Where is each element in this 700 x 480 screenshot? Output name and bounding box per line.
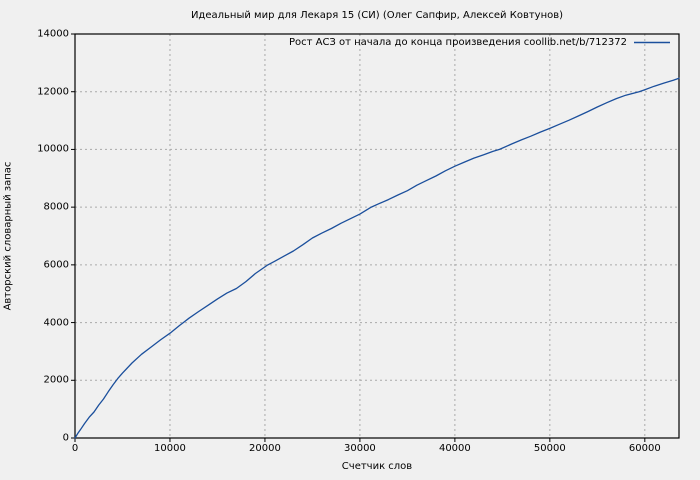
y-tick-label: 10000 xyxy=(37,143,69,155)
y-tick-label: 8000 xyxy=(43,201,69,213)
x-tick-label: 40000 xyxy=(438,443,471,454)
x-tick-label: 30000 xyxy=(343,443,376,454)
y-tick-label: 0 xyxy=(62,432,69,444)
plot-border xyxy=(74,33,680,439)
x-tick-label: 0 xyxy=(71,443,79,454)
y-tick-label: 4000 xyxy=(43,317,69,329)
y-tick-label: 12000 xyxy=(37,86,69,98)
x-tick-label: 50000 xyxy=(533,443,566,454)
y-tick-label: 6000 xyxy=(43,259,69,271)
x-tick-label: 10000 xyxy=(154,443,186,454)
y-tick-label: 2000 xyxy=(43,374,69,386)
legend-label: Рост АСЗ от начала до конца произведения… xyxy=(288,37,627,48)
chart-title: Идеальный мир для Лекаря 15 (СИ) (Олег С… xyxy=(190,10,564,21)
x-tick-label: 20000 xyxy=(249,443,281,454)
legend-line-sample-icon xyxy=(634,41,670,44)
y-tick-label: 14000 xyxy=(37,28,69,40)
x-tick-label: 60000 xyxy=(628,443,661,454)
data-line xyxy=(74,77,680,439)
legend: Рост АСЗ от начала до конца произведения… xyxy=(289,37,670,48)
y-axis-label: Авторский словарный запас xyxy=(2,161,14,311)
x-axis-label: Счетчик слов xyxy=(341,461,413,472)
